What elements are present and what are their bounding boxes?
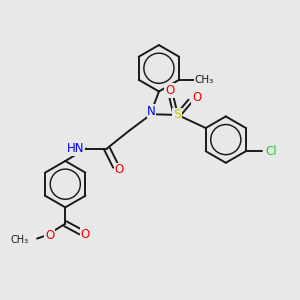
Text: Cl: Cl: [265, 145, 277, 158]
Text: S: S: [173, 108, 182, 122]
Text: O: O: [192, 92, 201, 104]
Text: O: O: [81, 228, 90, 241]
Text: O: O: [165, 84, 174, 97]
Text: CH₃: CH₃: [11, 235, 29, 245]
Text: N: N: [147, 105, 156, 118]
Text: HN: HN: [67, 142, 85, 155]
Text: O: O: [115, 164, 124, 176]
Text: O: O: [45, 229, 54, 242]
Text: CH₃: CH₃: [194, 75, 213, 85]
